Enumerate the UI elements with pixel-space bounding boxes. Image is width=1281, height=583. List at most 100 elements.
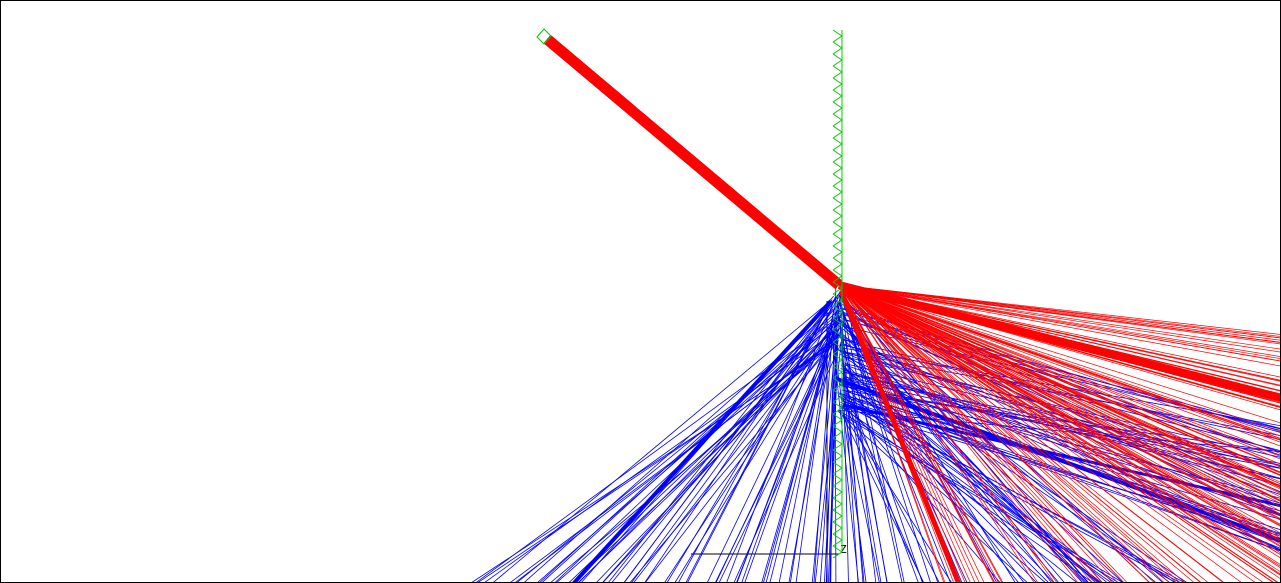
mirror-segment	[832, 257, 843, 265]
reflected-ray	[838, 284, 1280, 454]
transmitted-ray	[715, 324, 842, 582]
reflected-ray	[838, 284, 1093, 582]
reflected-ray	[838, 284, 1194, 582]
reflected-ray	[838, 284, 1280, 498]
reflected-ray	[838, 284, 985, 582]
reflected-ray	[838, 284, 1280, 487]
mirror-segment	[832, 521, 843, 529]
reflected-ray	[838, 284, 1128, 582]
transmitted-ray	[644, 295, 839, 582]
mirror-segment	[832, 335, 843, 343]
mirror-segment	[832, 167, 843, 175]
transmitted-ray	[707, 318, 835, 582]
transmitted-ray	[664, 320, 837, 582]
reflected-ray	[838, 284, 1280, 537]
mirror-segment	[832, 377, 843, 385]
mirror-segment	[832, 251, 843, 259]
transmitted-ray	[840, 393, 1077, 582]
reflected-ray	[838, 284, 1280, 507]
transmitted-ray	[825, 287, 837, 582]
transmitted-ray	[572, 332, 842, 582]
transmitted-ray	[493, 301, 830, 582]
reflected-ray	[838, 284, 1280, 447]
transmitted-ray	[741, 333, 831, 582]
transmitted-ray	[478, 340, 839, 582]
reflected-ray	[838, 284, 1280, 512]
mirror-segment	[832, 455, 843, 463]
reflected-ray	[838, 284, 1278, 582]
mirror-segment	[832, 59, 843, 67]
mirror-segment	[832, 371, 843, 379]
mirror-segment	[832, 437, 843, 445]
transmitted-ray	[733, 341, 843, 582]
transmitted-ray	[840, 397, 1280, 552]
mirror-segment	[832, 35, 843, 43]
mirror-segment	[832, 449, 843, 457]
reflected-ray	[838, 284, 1113, 582]
transmitted-ray	[841, 396, 940, 582]
transmitted-ray	[542, 312, 840, 582]
reflected-ray	[838, 284, 1078, 582]
reflected-ray	[838, 284, 1118, 582]
reflected-ray	[838, 284, 1280, 362]
mirror-segment	[832, 161, 843, 169]
transmitted-ray	[602, 321, 833, 582]
mirror-segment	[832, 317, 843, 325]
incident-beam	[543, 34, 843, 290]
mirror-segment	[832, 191, 843, 199]
reflected-ray	[838, 284, 1208, 582]
reflected-ray	[838, 284, 1280, 335]
transmitted-ray	[596, 330, 838, 582]
mirror-segment	[832, 533, 843, 541]
mirror-segment	[832, 215, 843, 223]
transmitted-ray	[820, 330, 838, 582]
mirror-segment	[832, 209, 843, 217]
transmitted-ray	[839, 291, 864, 582]
reflected-ray	[838, 284, 1280, 576]
reflected-ray	[838, 284, 1155, 582]
mirror-segment	[832, 473, 843, 481]
mirror-segment	[832, 41, 843, 49]
reflected-ray	[838, 284, 1280, 345]
transmitted-beam	[842, 403, 1280, 508]
mirror-segment	[832, 419, 843, 427]
transmitted-ray	[838, 294, 1016, 582]
transmitted-ray	[842, 355, 1280, 551]
reflected-ray	[838, 284, 1035, 582]
transmitted-ray	[765, 288, 843, 582]
reflected-ray	[838, 284, 1170, 582]
reflected-ray	[838, 284, 1280, 493]
mirror-segment	[832, 479, 843, 487]
reflected-ray	[838, 284, 1280, 504]
reflected-ray	[838, 284, 1280, 339]
reflected-ray	[838, 284, 1242, 582]
transmitted-ray	[624, 296, 837, 582]
reflected-ray	[838, 284, 1180, 582]
mirror-segment	[832, 131, 843, 139]
reflected-ray	[838, 284, 1280, 555]
mirror-segment	[832, 65, 843, 73]
transmitted-ray	[476, 316, 840, 582]
reflected-ray	[838, 284, 995, 582]
mirror-segment	[832, 185, 843, 193]
transmitted-ray	[556, 339, 833, 582]
mirror-segment	[832, 299, 843, 307]
mirror-segment	[832, 491, 843, 499]
reflected-ray	[838, 284, 1083, 582]
mirror-segment	[832, 293, 843, 301]
transmitted-ray	[578, 330, 833, 582]
mirror-segment	[832, 263, 843, 271]
mirror-segment	[832, 233, 843, 241]
mirror-segment	[832, 527, 843, 535]
reflected-ray	[838, 284, 1280, 473]
reflected-ray	[838, 284, 1280, 517]
mirror-segment	[832, 353, 843, 361]
reflected-ray	[838, 284, 1280, 526]
reflected-ray	[838, 284, 1280, 558]
mirror-segment	[832, 83, 843, 91]
transmitted-ray	[550, 346, 831, 582]
mirror-segment	[832, 77, 843, 85]
reflected-ray	[838, 284, 1055, 582]
